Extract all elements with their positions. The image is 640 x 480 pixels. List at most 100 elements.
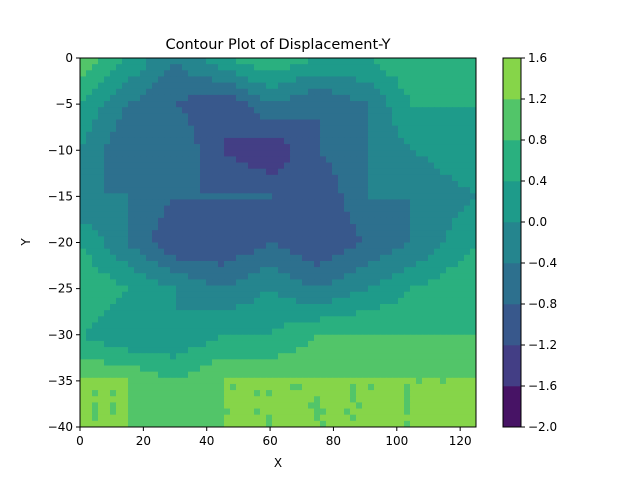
contour-cell bbox=[188, 396, 195, 403]
contour-cell bbox=[260, 76, 267, 84]
contour-cell bbox=[104, 144, 111, 151]
contour-cell bbox=[164, 254, 171, 262]
contour-cell bbox=[380, 383, 387, 391]
contour-cell bbox=[86, 107, 93, 114]
contour-cell bbox=[218, 236, 225, 244]
contour-cell bbox=[194, 174, 201, 182]
contour-cell bbox=[440, 119, 447, 127]
contour-cell bbox=[326, 359, 333, 367]
contour-cell bbox=[362, 365, 369, 373]
contour-cell bbox=[308, 94, 315, 102]
contour-cell bbox=[104, 70, 111, 78]
contour-cell bbox=[338, 402, 345, 410]
contour-cell bbox=[242, 76, 249, 84]
contour-cell bbox=[422, 396, 429, 403]
contour-cell bbox=[398, 199, 405, 207]
contour-cell bbox=[296, 150, 303, 157]
contour-cell bbox=[302, 420, 309, 427]
contour-cell bbox=[116, 273, 123, 280]
contour-cell bbox=[434, 359, 441, 367]
contour-cell bbox=[416, 88, 423, 96]
contour-cell bbox=[260, 58, 267, 65]
contour-cell bbox=[260, 328, 267, 336]
contour-cell bbox=[362, 260, 369, 268]
contour-cell bbox=[422, 285, 429, 293]
contour-cell bbox=[170, 88, 177, 96]
contour-cell bbox=[314, 420, 321, 427]
contour-cell bbox=[254, 402, 261, 410]
contour-cell bbox=[260, 224, 267, 231]
contour-cell bbox=[92, 70, 99, 78]
contour-cell bbox=[128, 144, 135, 151]
contour-cell bbox=[326, 211, 333, 219]
contour-cell bbox=[464, 371, 471, 379]
contour-cell bbox=[224, 162, 231, 170]
contour-cell bbox=[386, 377, 393, 385]
contour-cell bbox=[80, 224, 87, 231]
contour-cell bbox=[230, 322, 237, 330]
contour-cell bbox=[230, 304, 237, 311]
contour-cell bbox=[380, 285, 387, 293]
contour-cell bbox=[422, 70, 429, 78]
contour-cell bbox=[176, 414, 183, 422]
contour-cell bbox=[146, 242, 153, 250]
contour-cell bbox=[344, 267, 351, 274]
contour-cell bbox=[116, 334, 123, 342]
contour-cell bbox=[146, 174, 153, 182]
contour-cell bbox=[164, 334, 171, 342]
contour-cell bbox=[140, 168, 147, 176]
contour-cell bbox=[128, 156, 135, 164]
contour-cell bbox=[92, 304, 99, 311]
contour-cell bbox=[188, 310, 195, 317]
contour-cell bbox=[290, 150, 297, 157]
contour-cell bbox=[332, 248, 339, 256]
contour-cell bbox=[206, 334, 213, 342]
contour-cell bbox=[446, 94, 453, 102]
contour-cell bbox=[230, 316, 237, 324]
contour-cell bbox=[176, 279, 183, 287]
contour-cell bbox=[302, 58, 309, 65]
contour-cell bbox=[320, 310, 327, 317]
contour-cell bbox=[380, 267, 387, 274]
contour-cell bbox=[230, 119, 237, 127]
contour-cell bbox=[308, 273, 315, 280]
contour-cell bbox=[302, 101, 309, 108]
contour-cell bbox=[86, 273, 93, 280]
contour-cell bbox=[152, 420, 159, 427]
contour-cell bbox=[230, 420, 237, 427]
contour-cell bbox=[104, 297, 111, 305]
contour-cell bbox=[446, 371, 453, 379]
contour-cell bbox=[170, 273, 177, 280]
contour-cell bbox=[368, 119, 375, 127]
contour-cell bbox=[140, 248, 147, 256]
contour-cell bbox=[434, 224, 441, 231]
contour-cell bbox=[392, 88, 399, 96]
contour-cell bbox=[206, 168, 213, 176]
contour-cell bbox=[308, 156, 315, 164]
contour-cell bbox=[194, 64, 201, 71]
contour-cell bbox=[236, 236, 243, 244]
contour-cell bbox=[116, 291, 123, 299]
contour-cell bbox=[104, 217, 111, 225]
contour-cell bbox=[392, 328, 399, 336]
contour-cell bbox=[134, 347, 141, 354]
contour-cell bbox=[254, 279, 261, 287]
contour-cell bbox=[416, 193, 423, 201]
contour-cell bbox=[458, 88, 465, 96]
contour-cell bbox=[428, 193, 435, 201]
contour-cell bbox=[110, 181, 117, 188]
contour-cell bbox=[80, 396, 87, 403]
contour-cell bbox=[332, 144, 339, 151]
contour-cell bbox=[302, 408, 309, 416]
contour-cell bbox=[398, 365, 405, 373]
contour-cell bbox=[446, 125, 453, 133]
contour-cell bbox=[200, 205, 207, 213]
contour-cell bbox=[356, 70, 363, 78]
contour-cell bbox=[212, 82, 219, 90]
contour-cell bbox=[128, 113, 135, 121]
contour-cell bbox=[374, 340, 381, 348]
contour-cell bbox=[344, 390, 351, 397]
contour-cell bbox=[122, 279, 129, 287]
contour-cell bbox=[410, 131, 417, 139]
contour-cell bbox=[224, 150, 231, 157]
